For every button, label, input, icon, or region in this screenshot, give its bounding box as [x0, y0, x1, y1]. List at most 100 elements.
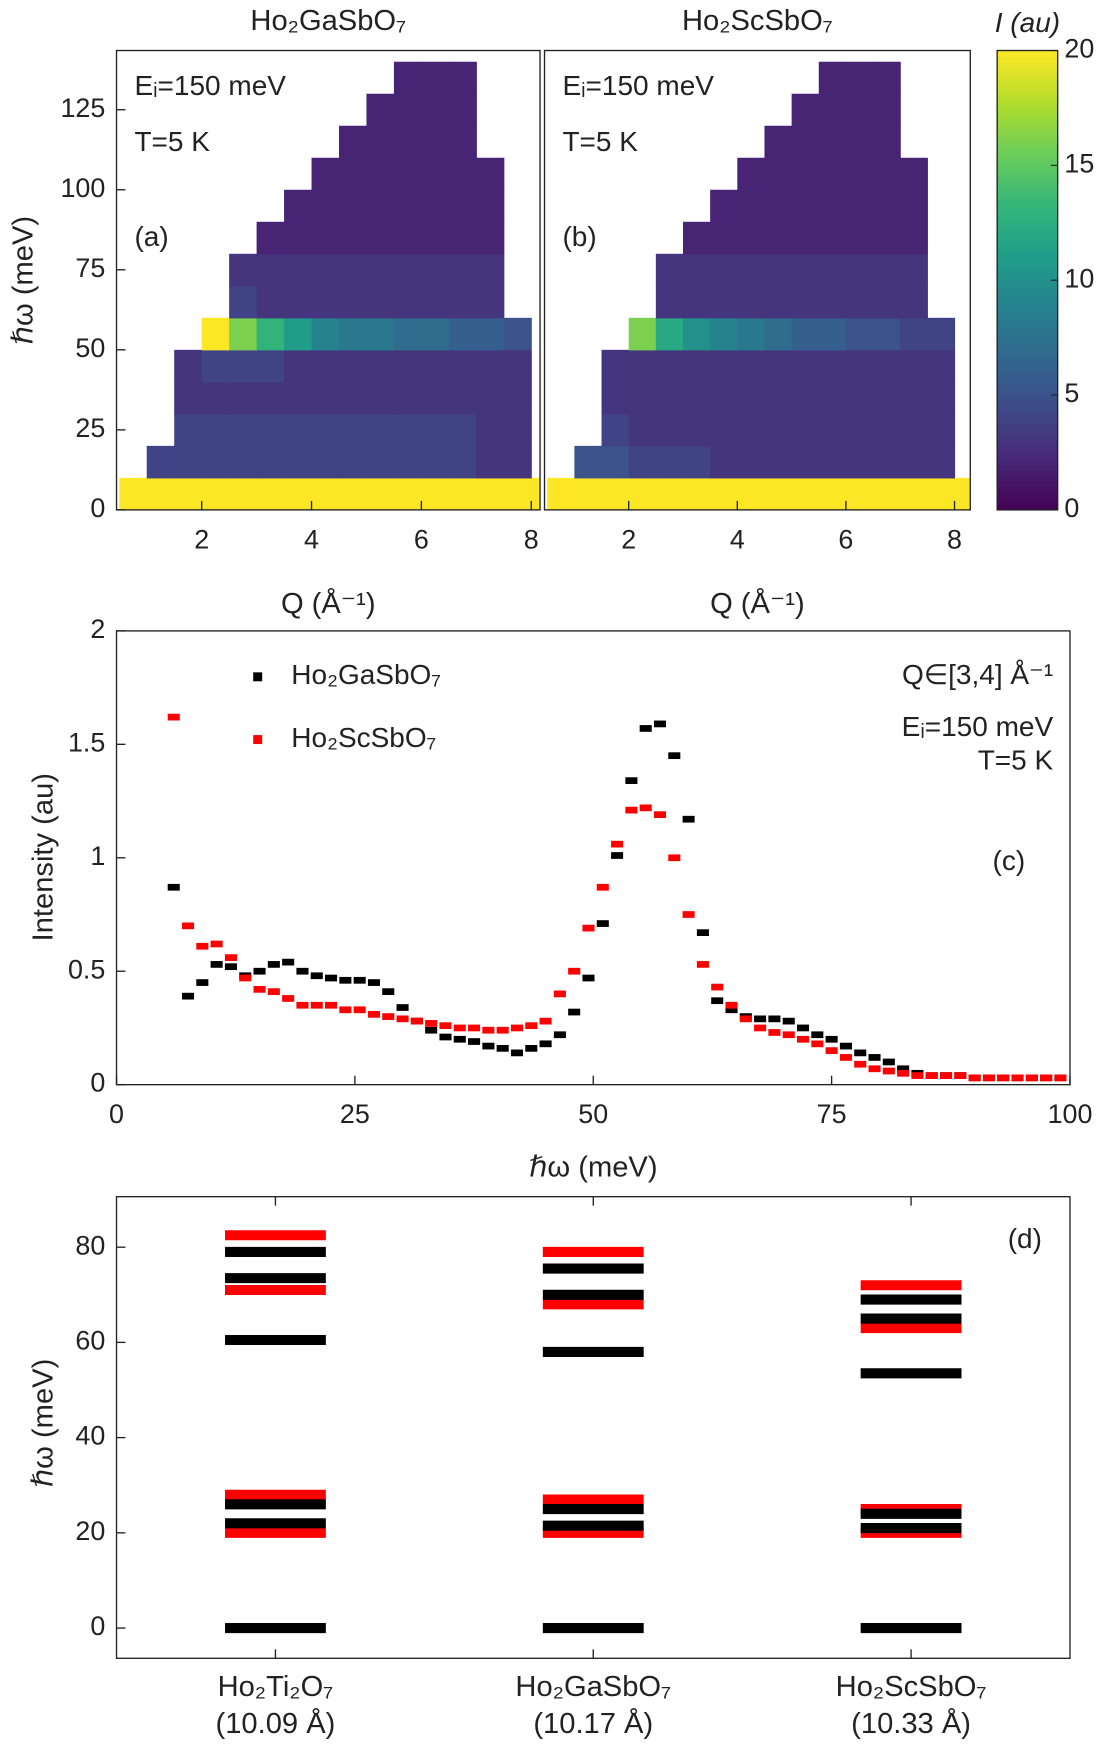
heat-cell [311, 317, 340, 351]
heat-cell [764, 253, 793, 287]
y-tick-label: 80 [75, 1230, 105, 1260]
heat-cell [737, 221, 766, 255]
colorbar-slice [997, 429, 1058, 436]
data-point [925, 1072, 938, 1079]
heat-cell [448, 349, 477, 383]
colorbar-slice [997, 222, 1058, 230]
heat-cell [311, 285, 340, 319]
heat-cell [601, 381, 630, 415]
data-point [940, 1072, 953, 1079]
data-point [625, 777, 638, 784]
heat-cell [393, 349, 422, 383]
colorbar-slice [997, 50, 1058, 57]
colorbar-slice [997, 486, 1058, 494]
heat-cell [448, 125, 477, 159]
heat-cell [927, 349, 956, 383]
category-sublabel: (10.33 Å) [851, 1707, 971, 1740]
heat-cell [737, 381, 766, 415]
heat-cell [421, 317, 450, 351]
heat-cell [229, 253, 258, 287]
heat-cell [421, 445, 450, 479]
heat-cell [393, 445, 422, 479]
heat-cell [601, 413, 630, 447]
heat-cell [366, 189, 395, 223]
heat-cell [737, 317, 766, 351]
heat-cell [818, 157, 847, 191]
annotation: (d) [1008, 1223, 1042, 1254]
heat-cell [146, 477, 175, 510]
colorbar-slice [997, 188, 1058, 195]
colorbar-slice [997, 435, 1058, 442]
heat-cell [174, 381, 203, 415]
heat-cell [737, 413, 766, 447]
data-point [525, 1022, 538, 1030]
heat-cell [682, 253, 711, 287]
data-point [568, 967, 581, 975]
heat-cell [448, 413, 477, 447]
colorbar-slice [997, 130, 1058, 138]
heat-cell [655, 413, 684, 447]
data-point [382, 1013, 395, 1020]
annotation: T=5 K [134, 126, 210, 157]
colorbar-slice [997, 418, 1058, 425]
legend-swatch [253, 735, 263, 745]
x-tick-label: 0 [109, 1099, 124, 1129]
y-tick-label: 100 [60, 173, 105, 203]
heat-cell [900, 189, 928, 223]
heat-cell [201, 317, 230, 351]
heat-cell [393, 253, 422, 287]
data-point [639, 725, 652, 732]
colorbar-slice [997, 171, 1058, 178]
colorbar-slice [997, 148, 1058, 155]
colorbar-slice [997, 176, 1058, 184]
heat-cell [448, 221, 477, 255]
axes-frame [543, 49, 971, 511]
data-point [339, 1006, 352, 1014]
heat-cell [764, 157, 793, 191]
heat-cell [900, 413, 928, 447]
heat-cell [393, 157, 422, 191]
heat-cell [737, 445, 766, 479]
data-point [782, 1017, 795, 1025]
colorbar-slice [997, 211, 1058, 218]
data-point [267, 961, 280, 968]
colorbar-slice [997, 234, 1058, 241]
data-point [1054, 1074, 1067, 1082]
heat-cell [873, 285, 901, 319]
data-point [396, 1004, 409, 1011]
colorbar-tick-label: 15 [1064, 148, 1094, 178]
data-point [639, 804, 652, 812]
heat-cell [476, 349, 505, 383]
colorbar-slice [997, 463, 1058, 471]
data-point [653, 811, 667, 819]
heat-cell [873, 477, 901, 510]
heat-cell [174, 413, 203, 447]
heat-cell [393, 125, 422, 159]
axes-frame [115, 630, 1071, 1086]
colorbar-slice [997, 412, 1058, 419]
data-point [768, 1015, 781, 1023]
heat-cell [764, 445, 793, 479]
heatmap [547, 61, 971, 510]
data-point [825, 1035, 838, 1043]
heat-cell [818, 413, 847, 447]
heatmap [119, 61, 541, 510]
heat-cell [682, 413, 711, 447]
data-point [296, 1001, 309, 1009]
category-sublabel: (10.09 Å) [216, 1707, 336, 1740]
heat-cell [818, 61, 847, 95]
data-point [839, 1042, 852, 1050]
heat-cell [421, 93, 450, 127]
colorbar-slice [997, 245, 1058, 253]
colorbar-slice [997, 349, 1058, 356]
heat-cell [710, 189, 738, 223]
heat-cell [628, 445, 657, 479]
heat-cell [284, 317, 313, 351]
y-axis-label: ℏω (meV) [28, 1359, 60, 1488]
heat-cell [311, 477, 340, 510]
heat-cell [710, 381, 738, 415]
colorbar-slice [997, 383, 1058, 390]
heat-cell [229, 413, 258, 447]
heat-cell [873, 189, 901, 223]
heat-cell [818, 381, 847, 415]
